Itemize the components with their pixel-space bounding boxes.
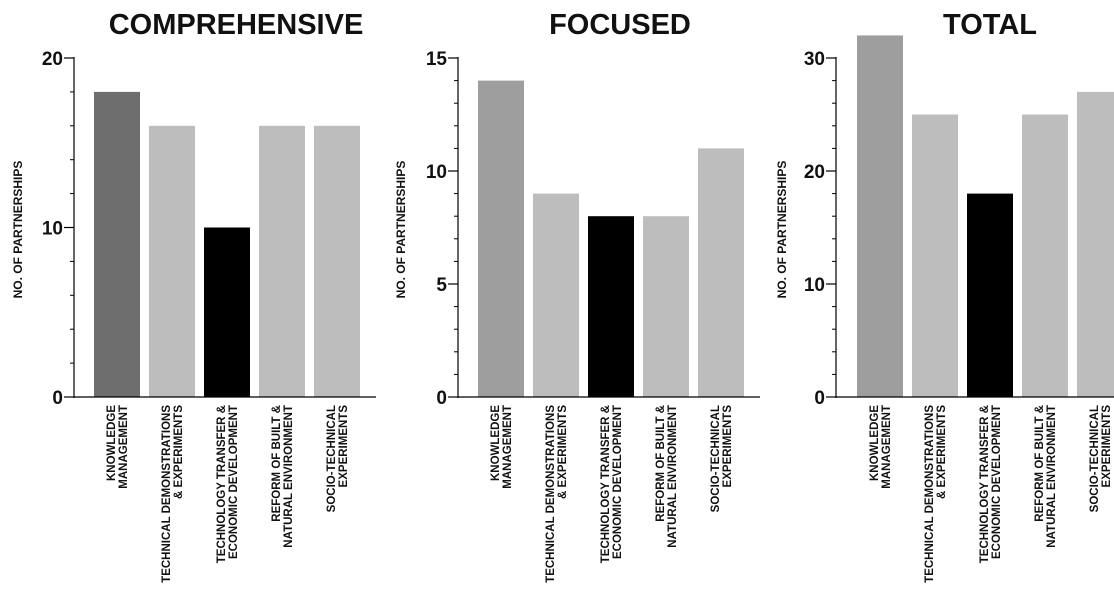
bar-2-3 <box>588 216 634 397</box>
bar-2-4 <box>643 216 689 397</box>
x-tick-label: SOCIO-TECHNICAL <box>326 405 338 512</box>
x-tick-label: TECHNICAL DEMONSTRATIONS <box>924 405 936 583</box>
x-tick-label: SOCIO-TECHNICAL <box>1089 405 1101 512</box>
x-tick-label: NATURAL ENVIRONMENT <box>283 405 295 548</box>
y-axis-label: NO. OF PARTNERSHIPS <box>394 161 408 299</box>
bar-3-3 <box>967 193 1013 397</box>
x-tick-label: KNOWLEDGE <box>869 405 881 481</box>
y-tick-label: 15 <box>426 49 448 70</box>
y-tick-label: 10 <box>42 219 63 240</box>
bar-3-1 <box>857 35 903 398</box>
x-tick-label: TECHNOLOGY TRANSFER & <box>216 405 228 563</box>
bar-1-3 <box>204 227 250 397</box>
bar-1-5 <box>314 125 360 398</box>
chart-title: COMPREHENSIVE <box>109 9 364 41</box>
x-tick-label: NATURAL ENVIRONMENT <box>1046 405 1058 548</box>
y-tick-label: 10 <box>426 162 447 183</box>
x-tick-label: KNOWLEDGE <box>490 405 502 481</box>
x-tick-label: & EXPERIMENTS <box>173 405 185 499</box>
x-tick-label: TECHNOLOGY TRANSFER & <box>600 405 612 563</box>
x-tick-label: EXPERIMENTS <box>722 405 734 488</box>
x-tick-label: KNOWLEDGE <box>106 405 118 481</box>
x-tick-label: TECHNICAL DEMONSTRATIONS <box>161 405 173 583</box>
x-tick-label: MANAGEMENT <box>502 405 514 489</box>
chart-panel-3: TOTAL NO. OF PARTNERSHIPS 0 10 20 30 KNOWLEDGE… <box>775 9 1114 583</box>
x-tick-label: & EXPERIMENTS <box>557 405 569 499</box>
y-tick-label: 20 <box>42 49 63 70</box>
y-tick-label: 30 <box>804 49 825 70</box>
x-tick-label: REFORM OF BUILT & <box>655 405 667 522</box>
x-tick-label: NATURAL ENVIRONMENT <box>667 405 679 548</box>
chart-panel-2: FOCUSED NO. OF PARTNERSHIPS 0 5 10 15 KNOWLEDG… <box>394 9 760 583</box>
x-tick-label: TECHNICAL DEMONSTRATIONS <box>545 405 557 583</box>
chart-panel-1: COMPREHENSIVE NO. OF PARTNERSHIPS 0 10 20 KNO… <box>11 9 376 583</box>
x-tick-label: & EXPERIMENTS <box>936 405 948 499</box>
bar-3-2 <box>912 114 958 397</box>
bar-1-2 <box>149 125 195 398</box>
x-tick-label: REFORM OF BUILT & <box>1034 405 1046 522</box>
bar-2-1 <box>478 80 524 397</box>
x-tick-label: EXPERIMENTS <box>1101 405 1113 488</box>
x-tick-label: MANAGEMENT <box>881 405 893 489</box>
x-tick-label: ECONOMIC DEVELOPMENT <box>612 405 624 559</box>
x-tick-label: ECONOMIC DEVELOPMENT <box>228 405 240 559</box>
bar-3-5 <box>1077 91 1114 398</box>
y-axis-label: NO. OF PARTNERSHIPS <box>775 161 789 299</box>
y-tick-label: 10 <box>804 275 825 296</box>
y-tick-label: 20 <box>804 162 825 183</box>
x-tick-label: MANAGEMENT <box>118 405 130 489</box>
x-tick-label: ECONOMIC DEVELOPMENT <box>991 405 1003 559</box>
y-tick-label: 0 <box>814 388 825 409</box>
bar-3-4 <box>1022 114 1068 397</box>
x-tick-label: REFORM OF BUILT & <box>271 405 283 522</box>
y-tick-label: 5 <box>436 275 447 296</box>
y-tick-label: 0 <box>52 388 63 409</box>
bar-2-2 <box>533 193 579 397</box>
chart-title: TOTAL <box>943 9 1037 41</box>
y-tick-label: 0 <box>436 388 447 409</box>
x-tick-label: EXPERIMENTS <box>338 405 350 488</box>
bar-2-5 <box>698 148 744 397</box>
bar-1-1 <box>94 91 140 398</box>
bar-1-4 <box>259 125 305 398</box>
y-axis-label: NO. OF PARTNERSHIPS <box>11 161 25 299</box>
x-tick-label: TECHNOLOGY TRANSFER & <box>979 405 991 563</box>
x-tick-label: SOCIO-TECHNICAL <box>710 405 722 512</box>
chart-title: FOCUSED <box>549 9 691 41</box>
